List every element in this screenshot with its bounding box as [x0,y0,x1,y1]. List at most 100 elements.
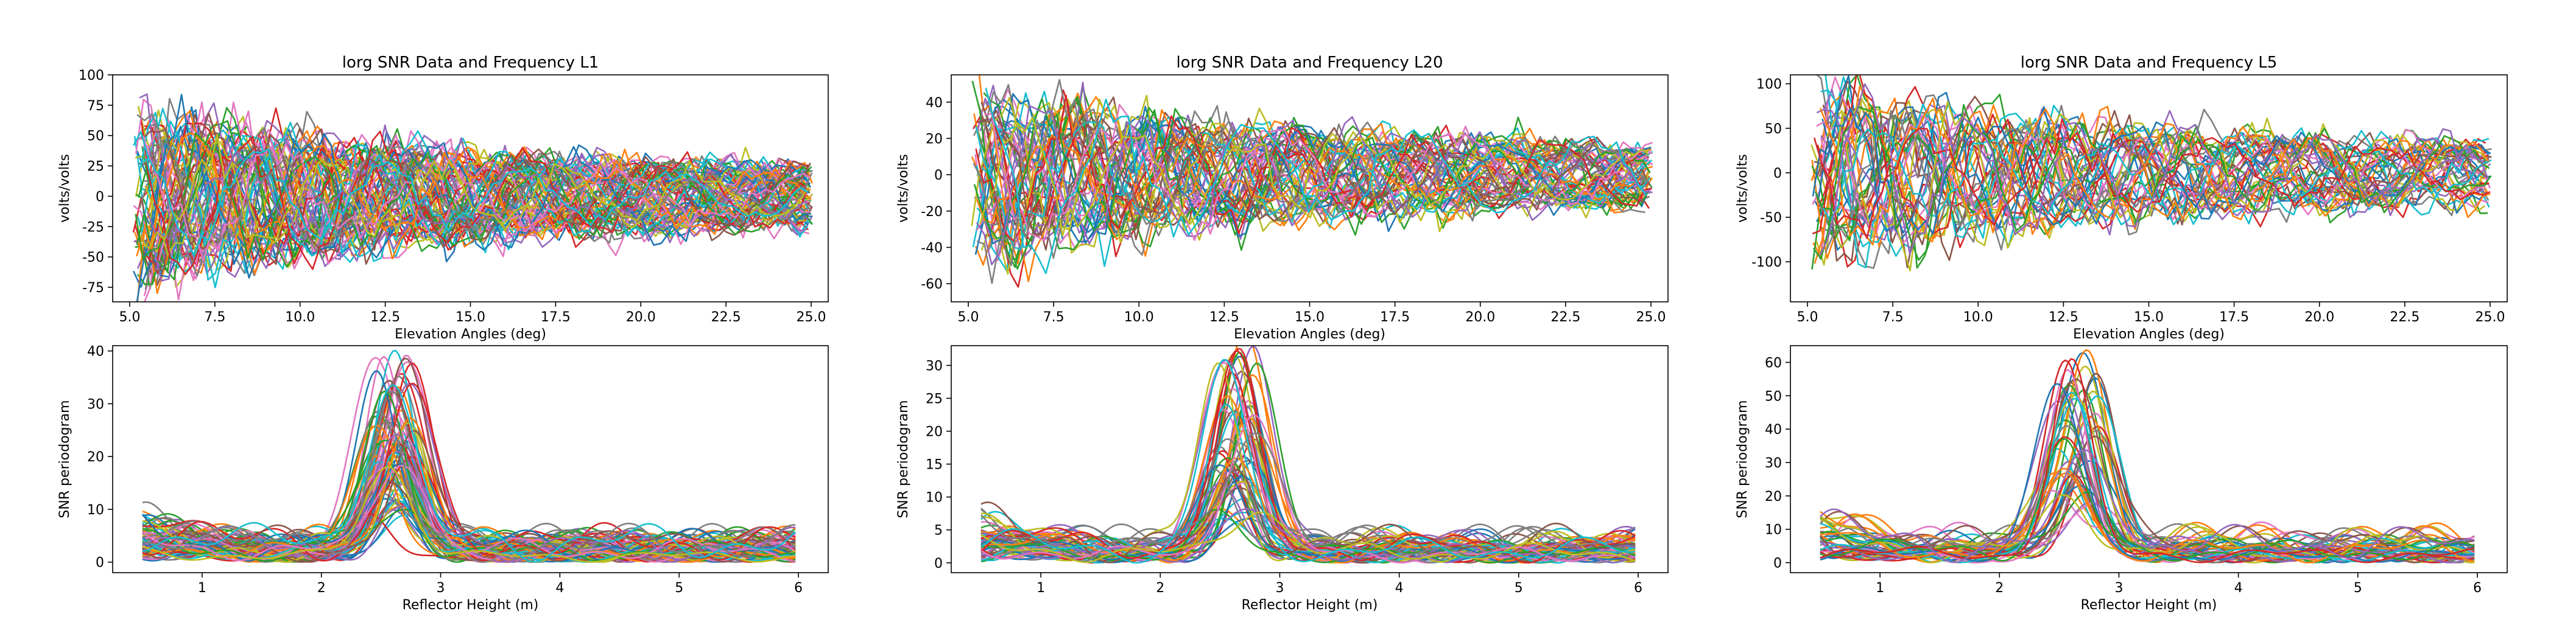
y-tick-label: -50 [82,250,104,265]
y-axis-label: SNR periodogram [57,400,72,518]
series-line [980,102,1650,235]
subplot-2: 5.0 7.5 10.0 12.5 15.0 17.5 20.0 22.5 25.0 -60 -40… [896,54,1669,342]
series-line [1821,124,2490,220]
chart-title: lorg SNR Data and Frequency L1 [342,54,599,72]
series-line [138,137,807,252]
y-tick-label: 0 [934,168,943,183]
y-tick-label: 10 [87,503,104,518]
series-line [1820,425,2475,564]
series-line [139,135,807,273]
chart-title: lorg SNR Data and Frequency L5 [2021,54,2278,72]
series-group [1810,75,2492,272]
y-tick-label: 40 [87,344,104,360]
y-tick-label: 0 [96,189,104,204]
y-tick-label: 100 [1756,77,1782,93]
y-tick-label: -100 [1751,255,1782,270]
y-axis-label: volts/volts [57,154,72,223]
x-tick-label: 12.5 [2049,310,2078,325]
x-tick-label: 6 [1634,581,1642,596]
x-tick-label: 2 [1995,581,2004,596]
x-tick-label: 1 [1036,581,1045,596]
y-tick-label: 50 [87,129,104,144]
y-tick-label: 0 [1773,556,1782,571]
y-tick-label: 30 [87,397,104,412]
y-axis-label: SNR periodogram [896,400,911,518]
series-group [132,93,814,302]
x-tick-label: 22.5 [2390,310,2419,325]
series-line [1820,449,2475,564]
series-line [142,419,796,560]
x-tick-label: 17.5 [1380,310,1410,325]
x-tick-label: 4 [555,581,564,596]
axes-frame [1790,345,2508,573]
x-tick-label: 20.0 [2304,310,2334,325]
x-tick-label: 5 [1515,581,1523,596]
y-tick-label: 40 [926,96,943,111]
series-line [1820,365,2475,564]
x-tick-label: 6 [794,581,803,596]
y-tick-label: -25 [82,220,104,235]
series-line [136,110,813,302]
series-line [980,511,1636,564]
series-line [1826,100,2489,272]
y-tick-label: 40 [1765,422,1782,438]
chart-title: lorg SNR Data and Frequency L20 [1176,54,1443,72]
axes-frame [951,345,1669,573]
y-tick-label: 50 [1765,389,1782,404]
x-tick-label: 1 [1876,581,1884,596]
y-tick-label: 20 [87,450,104,465]
y-tick-label: 50 [1765,122,1782,137]
subplot-5: 1 2 3 4 5 6 0 5 10 15 20 25 30 Reflector Height (m) SN… [896,345,1669,613]
series-line [1820,472,2475,564]
series-group [141,349,796,563]
series-line [141,133,810,253]
x-tick-label: 7.5 [1882,310,1904,325]
x-tick-label: 3 [437,581,445,596]
x-tick-label: 22.5 [711,310,741,325]
series-line [1818,83,2489,256]
series-line [1820,438,2475,562]
series-line [980,414,1636,564]
series-line [980,358,1636,564]
y-tick-label: 60 [1765,355,1782,371]
x-axis-label: Elevation Angles (deg) [395,327,546,342]
y-axis-label: volts/volts [896,154,911,223]
series-line [1820,430,2475,564]
x-tick-label: 3 [1275,581,1284,596]
series-line [143,136,811,261]
x-tick-label: 25.0 [1636,310,1666,325]
series-group [980,346,1636,564]
x-tick-label: 2 [317,581,326,596]
series-line [984,103,1653,242]
x-tick-label: 2 [1156,581,1164,596]
y-tick-label: 25 [926,391,943,407]
y-tick-label: 20 [926,131,943,147]
y-tick-label: 5 [934,523,943,539]
series-line [1817,75,2488,240]
y-tick-label: 0 [96,556,104,571]
x-tick-label: 25.0 [797,310,826,325]
x-tick-label: 12.5 [1209,310,1239,325]
series-line [1812,108,2490,235]
x-tick-label: 5.0 [119,310,140,325]
x-tick-label: 15.0 [2134,310,2164,325]
series-line [1820,369,2475,564]
series-line [980,346,1636,564]
x-tick-label: 17.5 [541,310,571,325]
x-tick-label: 7.5 [1043,310,1065,325]
y-tick-label: 30 [926,358,943,374]
y-tick-label: 10 [1765,523,1782,538]
series-line [973,108,1650,267]
series-line [1820,372,2475,563]
x-tick-label: 1 [198,581,206,596]
x-tick-label: 15.0 [1295,310,1325,325]
x-tick-label: 5.0 [1797,310,1818,325]
series-line [975,121,1653,250]
series-line [1813,118,2491,239]
series-line [142,430,796,563]
subplot-1: 5.0 7.5 10.0 12.5 15.0 17.5 20.0 22.5 25.0 -75 -50… [57,54,829,342]
series-line [980,508,1636,563]
subplot-4: 1 2 3 4 5 6 0 10 20 30 40 Reflector Height (m) SNR p… [57,344,829,613]
y-tick-label: 30 [1765,456,1782,471]
y-tick-label: 0 [1773,166,1782,181]
